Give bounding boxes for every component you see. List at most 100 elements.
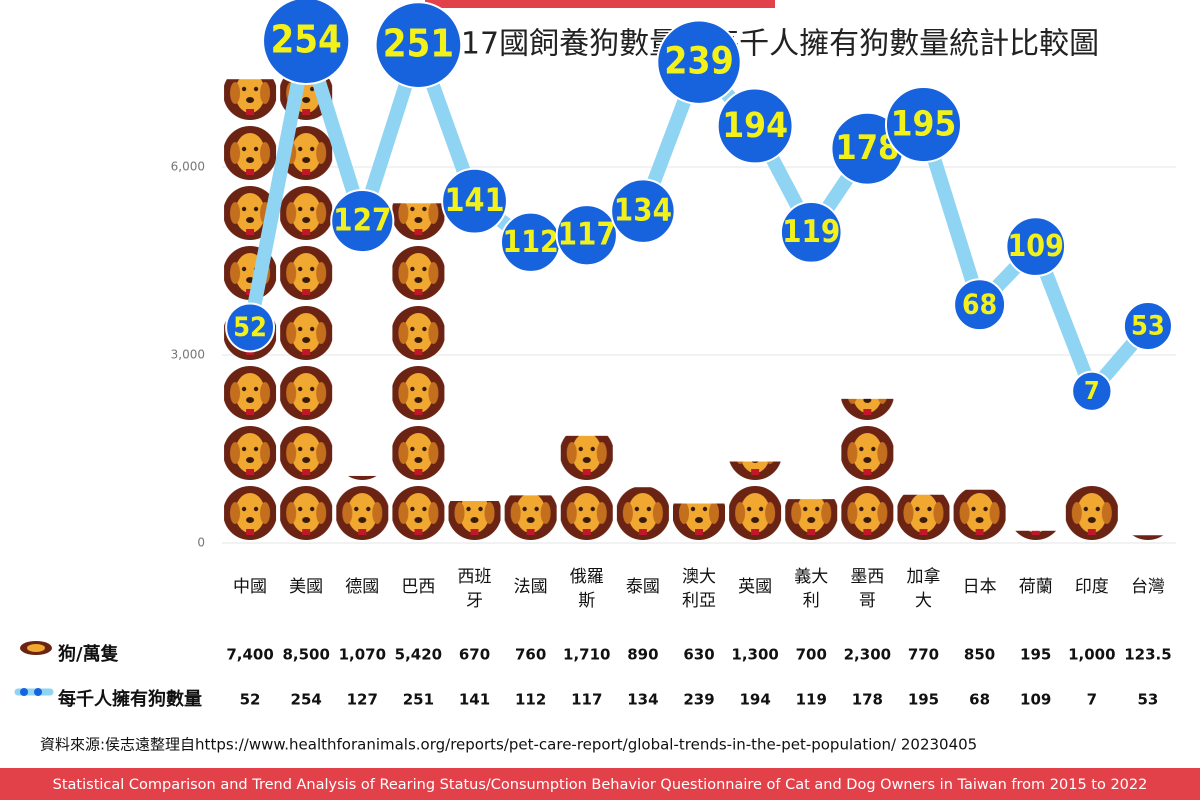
line-value-label: 194: [739, 691, 770, 709]
bar-value-label: 670: [459, 646, 490, 664]
bar: [1065, 480, 1118, 543]
circle-label: 254: [270, 17, 341, 61]
value-circle: [441, 167, 508, 235]
circle-label: 109: [1008, 229, 1064, 264]
bar-value-label: 700: [796, 646, 827, 664]
value-circle: [555, 204, 618, 267]
bar: [673, 503, 725, 543]
circle-label: 239: [664, 40, 733, 83]
bar: [616, 487, 669, 543]
circle-label: 117: [558, 217, 616, 253]
footer: Statistical Comparison and Trend Analysi…: [53, 777, 1148, 793]
value-circle: [884, 86, 962, 164]
x-tick-label: 澳大利亞: [682, 567, 716, 611]
line-value-label: 178: [852, 691, 883, 709]
line-value-label: 127: [347, 691, 378, 709]
y-tick-label: 3,000: [171, 347, 205, 361]
circle-label: 119: [782, 214, 840, 250]
x-tick-label: 加拿大: [906, 566, 940, 611]
legend-bars: 狗/萬隻: [58, 643, 119, 665]
x-tick-label: 荷蘭: [1019, 577, 1053, 597]
circle-label: 194: [722, 106, 788, 146]
x-tick-label: 義大利: [794, 567, 828, 611]
circle-label: 195: [891, 105, 957, 145]
circle-label: 251: [383, 22, 454, 66]
source: 資料來源:侯志遠整理自https://www.healthforanimals.…: [40, 736, 977, 754]
line-value-label: 117: [571, 691, 602, 709]
line-value-label: 112: [515, 691, 546, 709]
x-tick-label: 印度: [1075, 577, 1109, 597]
top-accent: [425, 0, 775, 8]
value-circle: [953, 278, 1007, 332]
bar-value-label: 123.5: [1124, 646, 1171, 664]
line-value-label: 68: [969, 691, 990, 709]
x-tick-label: 泰國: [626, 577, 660, 597]
y-tick-label: 6,000: [171, 159, 205, 173]
bar-value-label: 195: [1020, 646, 1051, 664]
legend-line: 每千人擁有狗數量: [58, 688, 202, 710]
line-value-label: 195: [908, 691, 939, 709]
circle-label: 141: [444, 181, 504, 219]
x-tick-label: 台灣: [1131, 577, 1165, 597]
bar-value-label: 2,300: [844, 646, 891, 664]
bar: [729, 461, 782, 543]
value-circle: [1122, 300, 1173, 352]
bar-value-label: 850: [964, 646, 995, 664]
bar: [953, 489, 1006, 543]
y-tick-label: 0: [197, 536, 205, 550]
value-circle: [1005, 216, 1067, 277]
bar: [336, 475, 389, 543]
bar: [841, 398, 894, 543]
circle-label: 53: [1131, 310, 1165, 341]
line-value-label: 254: [291, 691, 322, 709]
bar-value-label: 8,500: [282, 646, 329, 664]
circle-label: 127: [333, 203, 391, 239]
value-circle: [225, 302, 275, 353]
x-tick-label: 巴西: [401, 577, 435, 597]
chart-title: 全球17國飼養狗數量與每千人擁有狗數量統計比較圖: [401, 27, 1099, 62]
circle-label: 112: [502, 225, 558, 260]
circle-label: 7: [1084, 376, 1100, 405]
value-circle: [716, 87, 794, 165]
bar: [504, 495, 557, 543]
bar-value-label: 5,420: [395, 646, 442, 664]
line-value-label: 239: [683, 691, 714, 709]
bar-value-label: 1,300: [731, 646, 778, 664]
line-value-label: 141: [459, 691, 490, 709]
x-tick-label: 西班牙: [458, 567, 492, 611]
legend-line-icon: [14, 688, 54, 696]
value-circle: [610, 178, 676, 244]
bar-value-label: 770: [908, 646, 939, 664]
bar-value-label: 890: [627, 646, 658, 664]
x-tick-label: 英國: [738, 577, 772, 597]
line-value-label: 7: [1087, 691, 1097, 709]
circle-label: 68: [962, 288, 997, 321]
x-tick-label: 中國: [233, 577, 267, 597]
value-circle: [779, 201, 843, 264]
line-value-label: 109: [1020, 691, 1051, 709]
bar-value-label: 1,000: [1068, 646, 1115, 664]
x-tick-label: 德國: [345, 577, 379, 597]
bar-value-label: 1,070: [339, 646, 386, 664]
x-tick-label: 墨西哥: [850, 567, 884, 611]
line-value-label: 52: [240, 691, 261, 709]
circle-label: 52: [233, 312, 267, 343]
value-circle: [656, 19, 742, 105]
value-circle: [262, 0, 351, 85]
bar-value-label: 1,710: [563, 646, 610, 664]
x-tick-label: 日本: [963, 577, 997, 597]
bar: [897, 494, 950, 543]
line-value-label: 251: [403, 691, 434, 709]
value-circle: [1071, 370, 1113, 412]
footer-band: [0, 768, 1200, 800]
value-circle: [330, 188, 395, 254]
circle-label: 134: [614, 193, 672, 229]
x-tick-label: 法國: [514, 577, 548, 597]
value-circle: [374, 1, 463, 89]
x-tick-label: 俄羅斯: [570, 567, 604, 611]
bar: [448, 501, 501, 543]
legend-dog-icon: [20, 641, 52, 655]
bar-value-label: 7,400: [226, 646, 273, 664]
bar: [1009, 530, 1062, 543]
